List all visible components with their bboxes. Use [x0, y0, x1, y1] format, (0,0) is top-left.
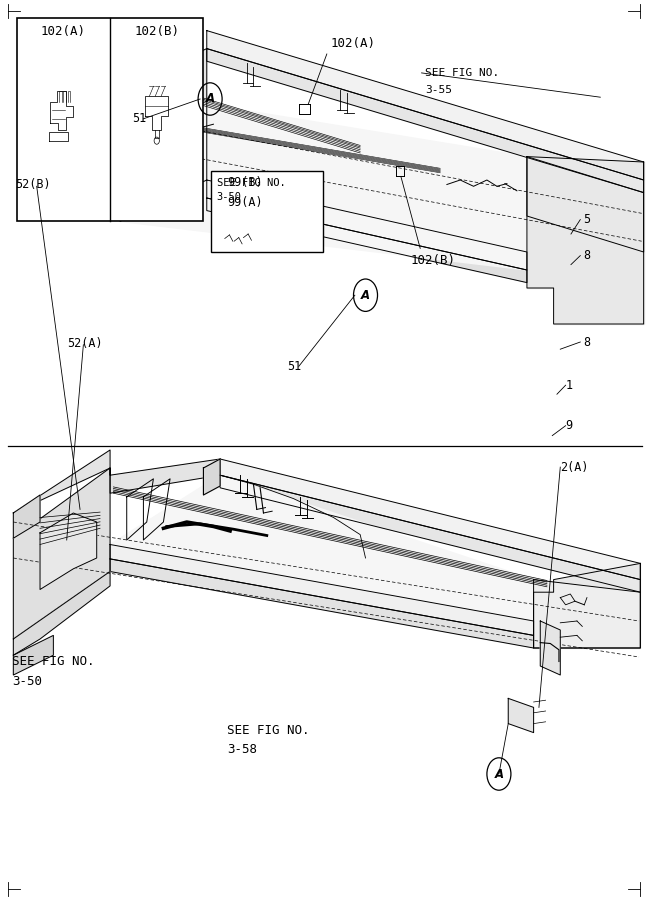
Text: SEE FIG NO.: SEE FIG NO.: [227, 724, 309, 736]
Text: 51: 51: [132, 112, 146, 125]
Text: SEE FIG NO.: SEE FIG NO.: [425, 68, 499, 78]
Polygon shape: [110, 475, 534, 621]
Text: 99(B): 99(B): [227, 176, 262, 189]
Text: 99(A): 99(A): [227, 196, 262, 209]
Bar: [211, 171, 323, 252]
Polygon shape: [534, 563, 640, 648]
Polygon shape: [220, 459, 640, 580]
Text: 9: 9: [566, 419, 573, 432]
Polygon shape: [534, 580, 640, 648]
Text: 102(A): 102(A): [330, 38, 375, 50]
Text: 1: 1: [566, 379, 573, 392]
Polygon shape: [220, 475, 640, 592]
Text: 102(B): 102(B): [411, 254, 456, 266]
Polygon shape: [540, 621, 560, 675]
Text: 3-58: 3-58: [227, 743, 257, 756]
Polygon shape: [40, 513, 97, 590]
Polygon shape: [120, 90, 527, 270]
Text: 3-50: 3-50: [217, 192, 241, 202]
Polygon shape: [13, 468, 110, 639]
Polygon shape: [110, 544, 534, 635]
Polygon shape: [13, 450, 220, 513]
Polygon shape: [120, 49, 207, 221]
Polygon shape: [13, 572, 110, 655]
Bar: [17, 18, 203, 220]
Polygon shape: [527, 157, 644, 252]
Text: 2(A): 2(A): [560, 461, 589, 473]
Text: 102(A): 102(A): [41, 25, 86, 38]
Text: 8: 8: [584, 336, 591, 348]
Polygon shape: [207, 49, 644, 193]
Polygon shape: [207, 31, 644, 180]
Polygon shape: [203, 459, 220, 495]
Text: 5: 5: [584, 213, 591, 226]
Polygon shape: [103, 136, 120, 175]
Text: 3-55: 3-55: [425, 85, 452, 94]
Text: A: A: [361, 289, 370, 302]
Text: A: A: [205, 93, 215, 105]
Polygon shape: [103, 86, 120, 162]
Polygon shape: [527, 157, 644, 324]
Polygon shape: [110, 559, 534, 648]
Text: A: A: [494, 768, 504, 780]
Text: 8: 8: [584, 249, 591, 262]
Polygon shape: [207, 198, 527, 283]
Polygon shape: [103, 74, 120, 103]
Text: SEE FIG NO.: SEE FIG NO.: [12, 655, 95, 668]
Polygon shape: [13, 635, 53, 675]
Polygon shape: [207, 180, 527, 270]
Text: 52(A): 52(A): [67, 338, 102, 350]
Text: 51: 51: [287, 360, 301, 373]
Text: 3-50: 3-50: [12, 675, 42, 688]
Polygon shape: [508, 698, 534, 733]
Polygon shape: [13, 495, 40, 538]
Text: 102(B): 102(B): [134, 25, 179, 38]
Text: SEE FIG NO.: SEE FIG NO.: [217, 178, 285, 188]
Text: 52(B): 52(B): [15, 178, 50, 191]
